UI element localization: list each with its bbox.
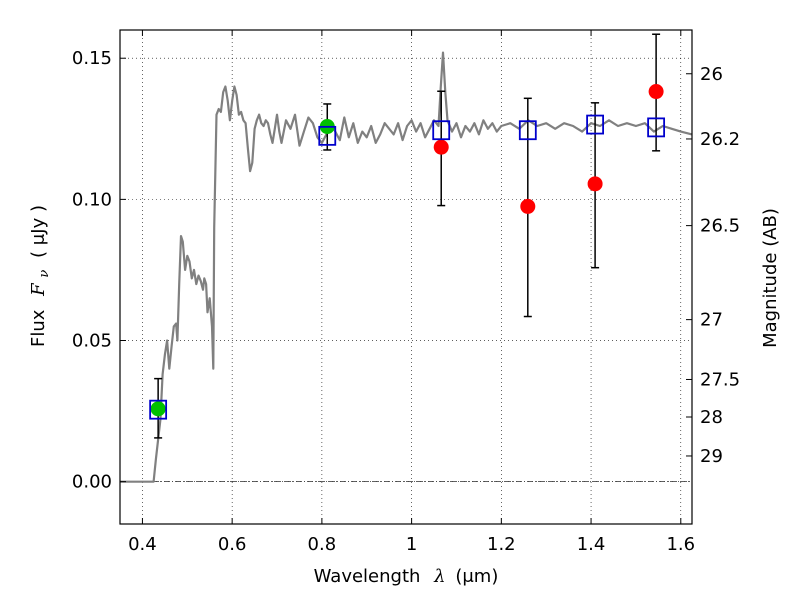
x-axis-label-symbol: λ [433, 566, 445, 587]
red-point [587, 176, 603, 192]
x-axis-label-text: Wavelength [314, 566, 421, 587]
blue-square-point [318, 125, 337, 146]
y2-tick-label: 27.5 [700, 369, 740, 390]
y-tick-label: 0.10 [72, 189, 112, 210]
markers [149, 84, 666, 420]
x-axis-label-unit: (μm) [455, 566, 498, 587]
red-point [648, 84, 664, 100]
y-tick-label: 0.15 [72, 48, 112, 69]
x-tick-label: 1 [406, 534, 417, 555]
red-point [433, 139, 449, 155]
y2-tick-label: 26.2 [700, 129, 740, 150]
y-axis-label-subscript: ν [37, 270, 52, 278]
y2-axis-label: Magnitude (AB) [760, 208, 781, 348]
axis-ticks: 0.4 0.6 0.8 1 1.2 1.4 1.6 0.00 0.05 0.10 0.15 26 26.… [72, 30, 740, 555]
y2-tick-label: 28 [700, 407, 723, 428]
y2-tick-label: 27 [700, 310, 723, 331]
x-axis-label: Wavelength λ (μm) [314, 566, 499, 587]
x-tick-label: 1.4 [577, 534, 606, 555]
blue-square-point [518, 120, 537, 141]
x-tick-label: 0.8 [308, 534, 337, 555]
model-spectrum [120, 51, 693, 483]
y-axis-label-text: Flux [28, 309, 49, 347]
green-point [150, 401, 166, 417]
blue-square-point [647, 117, 666, 138]
plot-frame [119, 29, 693, 525]
y-axis-label-unit: ( μJy ) [28, 205, 49, 258]
red-point [520, 198, 536, 214]
y-tick-label: 0.05 [72, 331, 112, 352]
x-tick-label: 1.6 [666, 534, 695, 555]
x-tick-label: 0.6 [218, 534, 247, 555]
x-tick-label: 0.4 [128, 534, 157, 555]
blue-square-point [149, 399, 168, 420]
y2-tick-label: 26 [700, 64, 723, 85]
y-tick-label: 0.00 [72, 472, 112, 493]
y2-tick-label: 29 [700, 446, 723, 467]
model-spectrum-line [120, 51, 693, 483]
y2-tick-label: 26.5 [700, 216, 740, 237]
blue-square-point [586, 114, 604, 135]
blue-square-point [432, 120, 451, 141]
x-tick-label: 1.2 [487, 534, 516, 555]
y-axis-label: Flux F ν ( μJy ) [28, 205, 53, 347]
y-axis-label-symbol: F [28, 282, 49, 297]
